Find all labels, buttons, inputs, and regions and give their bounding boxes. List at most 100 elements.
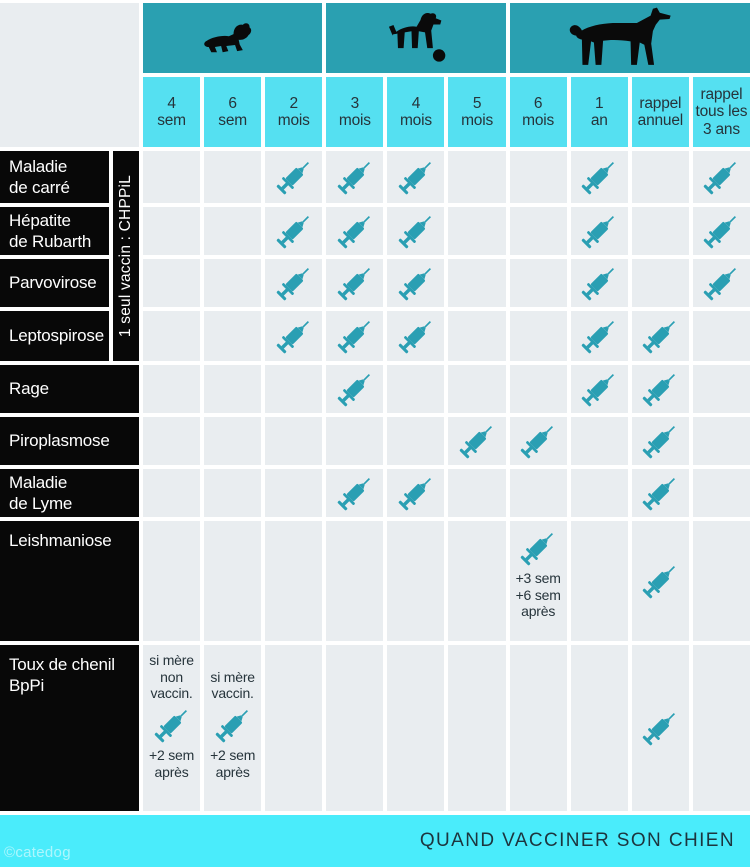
cell <box>387 469 445 517</box>
cell <box>448 417 506 465</box>
cell <box>326 469 384 517</box>
column-header-line: mois <box>461 112 493 129</box>
cell <box>387 521 445 641</box>
syringe-icon <box>581 162 615 195</box>
row-label-line: Toux de chenil <box>9 655 115 674</box>
column-header-line: mois <box>399 112 432 129</box>
corner-spacer <box>0 3 139 147</box>
chppil-label: 1 seul vaccin : CHPPiL <box>117 174 134 338</box>
cell <box>387 207 445 255</box>
cell <box>143 417 201 465</box>
cell <box>265 259 323 307</box>
column-header: 1 an <box>570 77 628 147</box>
cell <box>265 311 323 361</box>
syringe-icon <box>337 268 370 301</box>
syringe-icon <box>643 713 676 746</box>
column-header-line: annuel <box>637 112 684 129</box>
cell <box>509 645 567 811</box>
row-label-line: de Rubarth <box>9 232 92 251</box>
syringe-icon <box>398 216 431 249</box>
cell <box>204 207 262 255</box>
row-label-line: Maladie <box>9 156 68 176</box>
syringe-icon <box>276 216 309 249</box>
cell <box>692 151 750 203</box>
syringe-icon <box>520 426 554 459</box>
row-label: Piroplasmose <box>0 417 139 465</box>
cell <box>509 311 567 361</box>
cell <box>387 645 445 811</box>
syringe-icon <box>704 216 737 249</box>
cell <box>387 311 445 361</box>
cell <box>326 207 384 255</box>
cell <box>204 417 262 465</box>
cell-note-line: si mère <box>149 652 194 669</box>
cell <box>631 521 689 641</box>
cell <box>692 521 750 641</box>
chppil-bar: 1 seul vaccin : CHPPiL <box>113 151 139 361</box>
row-label: Leishmaniose <box>0 521 139 641</box>
row-label: Rage <box>0 365 139 413</box>
cell-note-line: +2 sem <box>210 747 256 763</box>
cell <box>326 311 384 361</box>
column-header-line: 4 <box>167 94 176 112</box>
row-label-line: Parvovirose <box>9 273 97 293</box>
row-label-line: Hépatite <box>9 210 71 230</box>
column-header-line: 4 <box>411 94 421 112</box>
syringe-icon <box>704 162 737 195</box>
cell-note-line: non <box>160 668 183 685</box>
cell <box>204 259 262 307</box>
column-header-line: an <box>590 112 608 129</box>
cell <box>448 151 506 203</box>
cell <box>387 151 445 203</box>
cell <box>265 521 323 641</box>
cell <box>631 151 689 203</box>
cell: si mère non vaccin. +2 sem après <box>143 645 201 811</box>
cell <box>692 365 750 413</box>
cell-note-line: +2 sem <box>148 747 195 763</box>
cell <box>509 151 567 203</box>
syringe-icon <box>154 710 187 743</box>
syringe-icon <box>643 374 676 407</box>
cell <box>265 469 323 517</box>
cell <box>570 417 628 465</box>
syringe-icon <box>276 268 309 301</box>
cell <box>326 417 384 465</box>
cell <box>265 207 323 255</box>
column-header: rappel annuel <box>631 77 689 147</box>
cell <box>143 259 201 307</box>
row-label-line: de carré <box>9 178 70 197</box>
column-header-line: 1 <box>595 94 604 112</box>
cell <box>631 365 689 413</box>
cell <box>631 469 689 517</box>
syringe-icon <box>337 478 370 511</box>
cell <box>509 365 567 413</box>
cell <box>448 645 506 811</box>
syringe-icon <box>581 268 615 301</box>
row-label-line: Rage <box>9 379 49 399</box>
cell <box>448 259 506 307</box>
row-label: Parvovirose <box>0 259 109 307</box>
cell <box>631 207 689 255</box>
syringe-icon <box>581 216 615 249</box>
column-header-line: mois <box>338 112 371 129</box>
puppy-playing-icon <box>388 12 446 62</box>
watermark: ©catedog <box>4 844 71 861</box>
cell-note-line: vaccin. <box>150 685 193 702</box>
cell-note-above: si mère non vaccin. <box>149 650 194 702</box>
syringe-icon <box>581 374 615 407</box>
column-header: 2 mois <box>265 77 323 147</box>
cell <box>387 417 445 465</box>
cell <box>326 151 384 203</box>
column-header-line: 2 <box>289 94 299 112</box>
column-header-line: sem <box>218 112 247 129</box>
cell <box>204 521 262 641</box>
bottom-bar: QUAND VACCINER SON CHIEN <box>0 815 750 867</box>
column-header: 4 sem <box>143 77 201 147</box>
cell <box>265 151 323 203</box>
cell-note-below: +2 sem après <box>149 747 194 780</box>
cell-note-line: +6 sem <box>515 586 561 603</box>
syringe-icon <box>643 321 676 354</box>
cell <box>570 207 628 255</box>
